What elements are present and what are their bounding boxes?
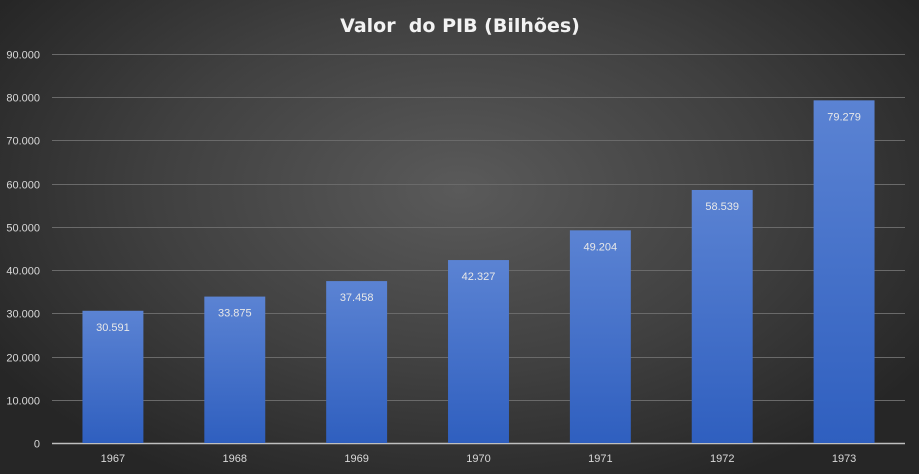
x-tick-label: 1967: [101, 453, 125, 465]
data-label: 33.875: [218, 308, 252, 320]
y-tick-label: 40.000: [6, 266, 40, 278]
data-label: 30.591: [96, 322, 130, 334]
bar-1967: [82, 310, 144, 443]
bar-1971: [569, 230, 631, 443]
data-label: 42.327: [462, 271, 496, 283]
data-label: 79.279: [827, 111, 861, 123]
y-tick-label: 10.000: [6, 396, 40, 408]
y-tick-label: 50.000: [6, 223, 40, 235]
x-tick-label: 1972: [710, 453, 734, 465]
y-tick-label: 80.000: [6, 93, 40, 105]
y-tick-label: 0: [34, 439, 40, 451]
y-tick-label: 90.000: [6, 50, 40, 62]
x-axis: 1967 1968 1969 1970 1971 1972 1973: [101, 453, 857, 465]
y-tick-label: 20.000: [6, 353, 40, 365]
data-label: 49.204: [584, 241, 618, 253]
bar-1969: [326, 281, 388, 443]
chart-title: Valor do PIB (Bilhões): [340, 15, 580, 37]
bar-1973: [813, 100, 875, 443]
x-tick-label: 1973: [832, 453, 856, 465]
x-tick-label: 1969: [344, 453, 368, 465]
bars: 30.591 33.875 37.458 42.327 49.204 58.539 79.2…: [82, 100, 875, 443]
bar-1968: [204, 296, 266, 443]
x-tick-label: 1970: [466, 453, 490, 465]
y-tick-label: 70.000: [6, 136, 40, 148]
bar-1970: [448, 260, 509, 443]
bar-1972: [691, 189, 753, 443]
x-tick-label: 1971: [588, 453, 612, 465]
y-tick-label: 30.000: [6, 309, 40, 321]
y-tick-label: 60.000: [6, 180, 40, 192]
data-label: 58.539: [705, 201, 739, 213]
x-tick-label: 1968: [223, 453, 247, 465]
data-label: 37.458: [340, 292, 374, 304]
y-axis: 0 10.000 20.000 30.000 40.000 50.000 60.000 70.…: [6, 50, 40, 451]
